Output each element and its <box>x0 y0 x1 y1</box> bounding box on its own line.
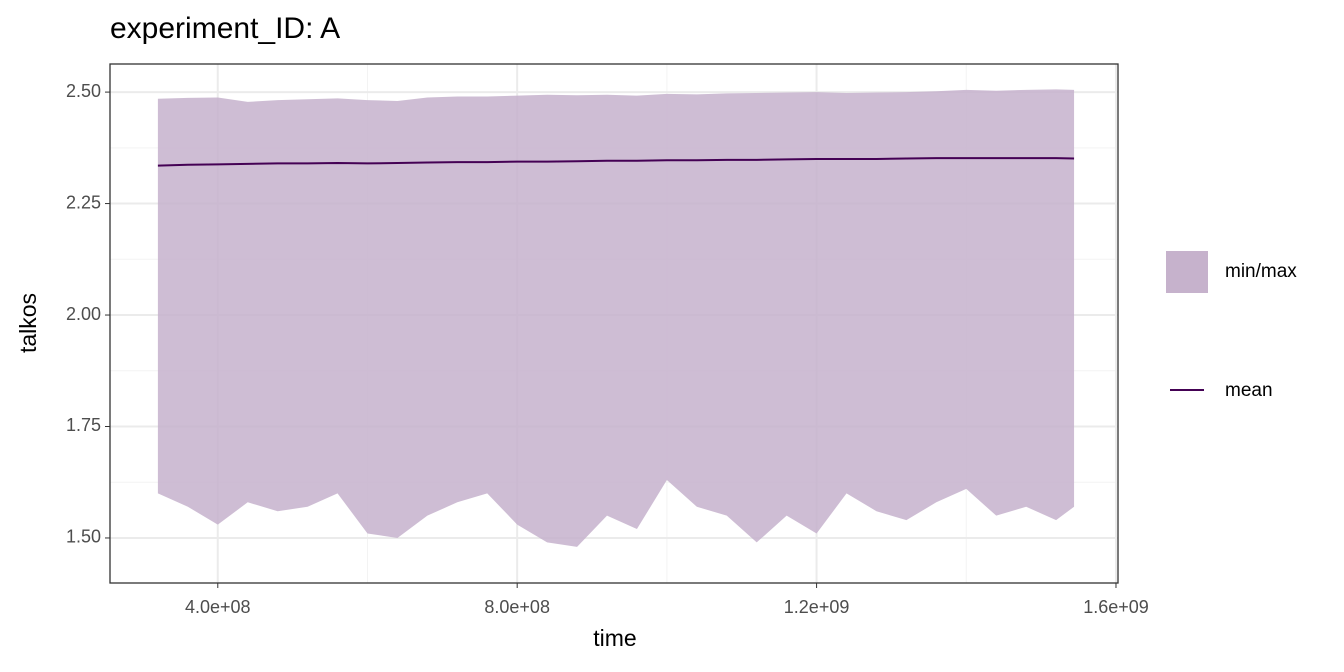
x-tick-label: 1.6e+09 <box>1083 597 1149 617</box>
ribbon <box>157 89 1075 547</box>
x-tick-label: 8.0e+08 <box>484 597 550 617</box>
legend-label: mean <box>1225 380 1273 401</box>
y-tick-label: 2.50 <box>66 81 101 101</box>
y-tick-label: 1.75 <box>66 415 101 435</box>
legend-key <box>1166 251 1208 293</box>
y-tick-label: 2.00 <box>66 304 101 324</box>
panel-border <box>109 63 1119 584</box>
y-axis-label: talkos <box>15 293 41 353</box>
y-tick-label: 1.50 <box>66 527 101 547</box>
y-tick-label: 2.25 <box>66 192 101 212</box>
x-axis-label: time <box>593 625 636 651</box>
x-tick-label: 4.0e+08 <box>185 597 251 617</box>
chart-title: experiment_ID: A <box>110 12 340 45</box>
legend-label: min/max <box>1225 261 1297 282</box>
x-tick-label: 1.2e+09 <box>784 597 850 617</box>
mean-line <box>157 157 1075 167</box>
